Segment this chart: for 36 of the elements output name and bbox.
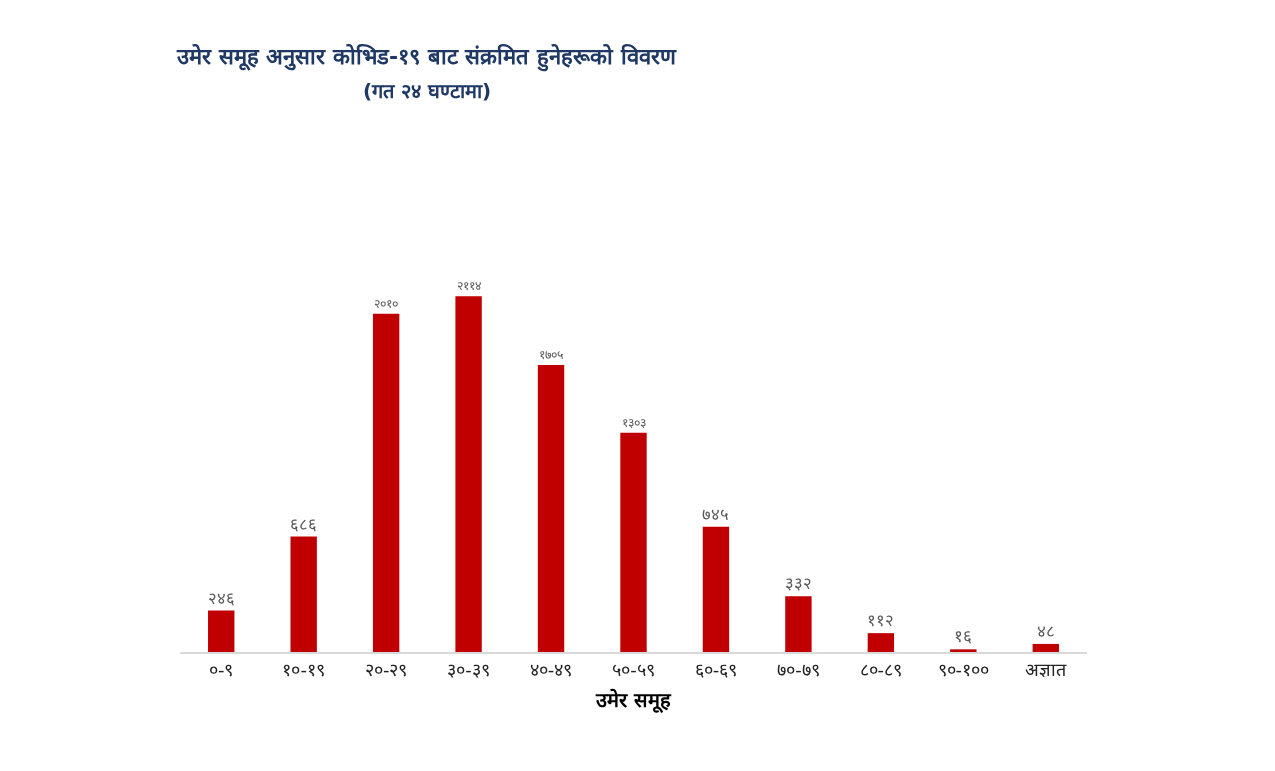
x-tick-label: ४०-४९ bbox=[529, 658, 573, 680]
data-label: ३३२ bbox=[784, 574, 812, 594]
data-label: ७४५ bbox=[702, 504, 730, 524]
data-label: १३०३ bbox=[621, 414, 646, 430]
data-label: ११२ bbox=[867, 611, 895, 631]
data-label: १६ bbox=[954, 626, 973, 647]
data-label: १७०५ bbox=[539, 347, 564, 363]
x-tick-label: २०-२९ bbox=[364, 658, 408, 680]
bar bbox=[208, 610, 235, 652]
x-tick-label: ९०-१०० bbox=[937, 658, 990, 680]
data-label: ४८ bbox=[1036, 620, 1055, 641]
bar bbox=[785, 596, 812, 652]
bar bbox=[950, 649, 977, 652]
x-tick-label: अज्ञात bbox=[1025, 658, 1068, 680]
bar bbox=[537, 365, 565, 652]
data-label: ६८६ bbox=[290, 514, 318, 534]
data-label: २०१० bbox=[374, 295, 399, 311]
x-tick-label: ८०-८९ bbox=[859, 658, 903, 680]
x-tick-label: ३०-३९ bbox=[447, 658, 490, 680]
bar bbox=[372, 313, 400, 652]
chart-subtitle: (गत २४ घण्टामा) bbox=[363, 79, 492, 103]
x-axis-title: उमेर समूह bbox=[595, 687, 672, 713]
x-tick-label: ६०-६९ bbox=[694, 658, 738, 680]
data-label: २४६ bbox=[207, 588, 235, 608]
x-tick-label: ०-९ bbox=[208, 658, 234, 680]
x-tick-label: ५०-५९ bbox=[612, 658, 655, 680]
bar bbox=[620, 432, 647, 652]
chart-title: उमेर समूह अनुसार कोभिड-१९ बाट संक्रमित हुनेहरूको विवरण bbox=[176, 43, 677, 72]
bar bbox=[1032, 643, 1059, 652]
bar bbox=[702, 526, 730, 652]
x-tick-label: ७०-७९ bbox=[777, 658, 820, 680]
bar bbox=[290, 536, 317, 652]
bar bbox=[455, 296, 482, 652]
x-tick-label: १०-१९ bbox=[282, 658, 325, 680]
bar bbox=[867, 633, 895, 652]
data-label: २११४ bbox=[456, 278, 481, 294]
